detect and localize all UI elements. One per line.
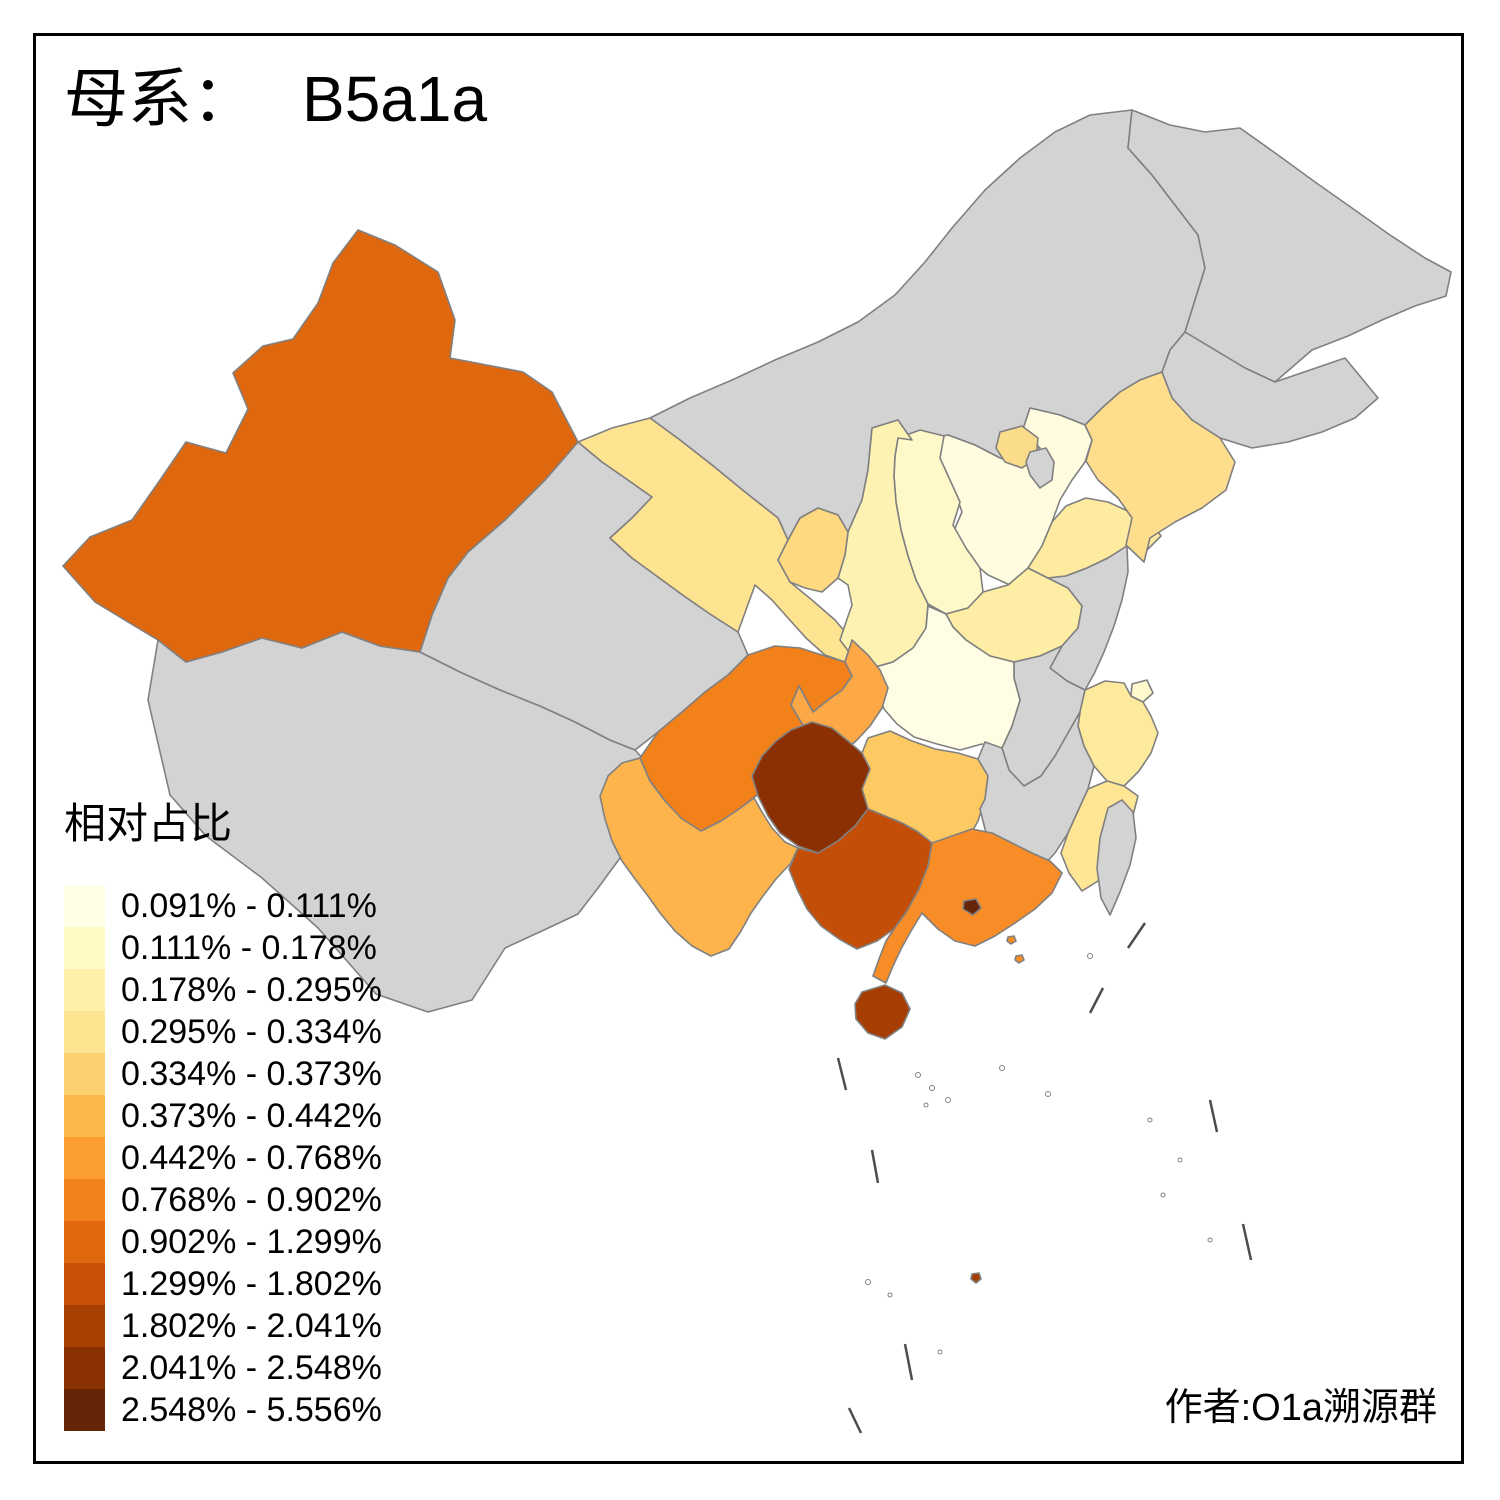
legend-item: 0.373% - 0.442% [64,1095,382,1137]
region-macau-islet [1006,935,1017,945]
legend-swatch [64,1095,105,1137]
nine-dash-line [836,922,1253,1434]
legend-range: 0.334% - 0.373% [121,1054,382,1093]
legend-item: 0.902% - 1.299% [64,1221,382,1263]
legend-swatch [64,927,105,969]
region-hubei [871,605,1021,751]
legend-range: 2.548% - 5.556% [121,1390,382,1429]
legend-swatch [64,969,105,1011]
legend-swatch [64,1305,105,1347]
region-hong-kong [962,898,982,916]
legend-item: 0.334% - 0.373% [64,1053,382,1095]
region-shanghai [1130,679,1154,703]
legend-item: 2.548% - 5.556% [64,1389,382,1431]
legend-range: 1.802% - 2.041% [121,1306,382,1345]
legend-swatch [64,1221,105,1263]
legend-title: 相对占比 [64,799,233,848]
region-heilongjiang [1127,109,1452,383]
legend-range: 0.373% - 0.442% [121,1096,382,1135]
legend-range: 0.768% - 0.902% [121,1180,382,1219]
legend-swatch [64,1179,105,1221]
legend-swatch [64,1347,105,1389]
island-specks [865,953,1213,1355]
region-pratas-islet [1014,954,1025,964]
legend-item: 0.295% - 0.334% [64,1011,382,1053]
region-liaoning [1084,371,1236,563]
region-yunnan [599,757,799,957]
legend-swatch [64,1011,105,1053]
region-taiwan [1096,799,1137,916]
region-hainan [854,984,911,1040]
map-title-prefix: 母系： [64,63,256,137]
legend-item: 0.111% - 0.178% [64,927,382,969]
legend-range: 0.442% - 0.768% [121,1138,382,1177]
legend-range: 0.902% - 1.299% [121,1222,382,1261]
legend: 相对占比 0.091% - 0.111% 0.111% - 0.178% 0.178… [64,790,382,1431]
region-tianjin [1025,447,1055,489]
legend-range: 2.041% - 2.548% [121,1348,382,1387]
legend-item: 1.299% - 1.802% [64,1263,382,1305]
region-ningxia [777,507,849,593]
map-title-haplogroup: B5a1a [302,63,488,135]
legend-item: 0.178% - 0.295% [64,969,382,1011]
attribution: 作者:O1a溯源群 [1164,1387,1437,1429]
legend-range: 0.091% - 0.111% [121,886,377,925]
legend-swatch [64,1137,105,1179]
legend-swatch [64,1263,105,1305]
region-paracel-islet [970,1272,982,1284]
legend-item: 2.041% - 2.548% [64,1347,382,1389]
legend-item: 0.768% - 0.902% [64,1179,382,1221]
legend-item: 0.091% - 0.111% [64,885,382,927]
map-title: 母系： B5a1a [64,64,487,135]
legend-item: 1.802% - 2.041% [64,1305,382,1347]
legend-swatch [64,1053,105,1095]
legend-items: 0.091% - 0.111% 0.111% - 0.178% 0.178% - 0… [64,885,382,1431]
legend-range: 0.111% - 0.178% [121,928,377,967]
legend-range: 0.178% - 0.295% [121,970,382,1009]
region-xinjiang [62,229,579,663]
legend-range: 0.295% - 0.334% [121,1012,382,1051]
legend-range: 1.299% - 1.802% [121,1264,382,1303]
region-gansu [577,417,853,663]
legend-swatch [64,885,105,927]
legend-swatch [64,1389,105,1431]
legend-item: 0.442% - 0.768% [64,1137,382,1179]
